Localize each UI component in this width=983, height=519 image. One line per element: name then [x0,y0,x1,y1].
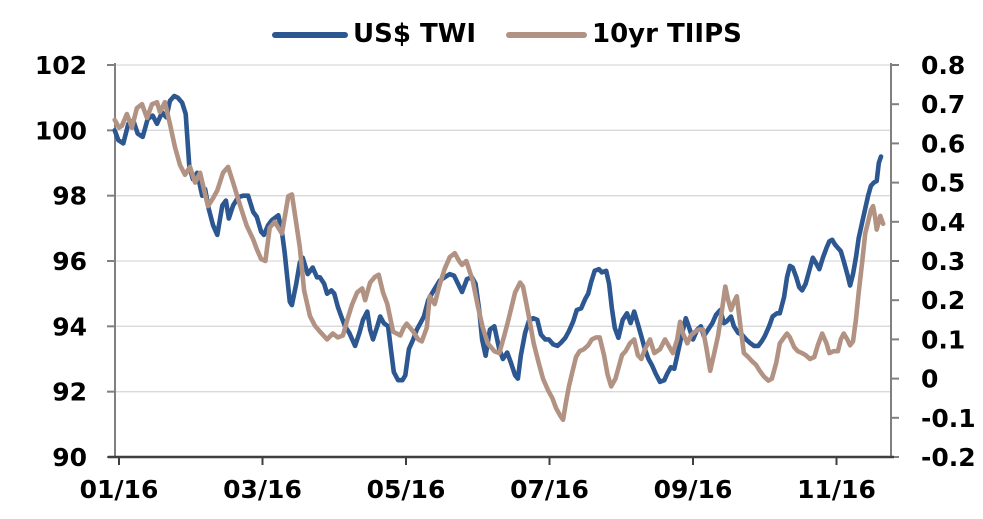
left-axis-tick-label: 92 [52,378,87,407]
x-axis-tick-label: 09/16 [654,475,733,504]
left-axis-tick-label: 90 [52,443,87,472]
right-axis-tick-label: 0.6 [921,129,965,158]
left-axis-tick-label: 100 [35,116,87,145]
left-axis-tick-label: 94 [52,312,87,341]
x-axis-tick-label: 05/16 [367,475,446,504]
right-axis-tick-label: 0.3 [921,247,965,276]
right-axis-tick-label: 0.5 [921,169,965,198]
x-axis-tick-label: 11/16 [797,475,876,504]
legend-label-us-twi: US$ TWI [353,19,477,49]
right-axis-tick-label: -0.1 [921,404,976,433]
legend-line-10yr-tiips [506,32,587,38]
left-axis-tick-label: 96 [52,247,87,276]
right-axis-tick-label: 0.7 [921,90,965,119]
series-line-us-twi [112,93,884,385]
x-axis-tick-label: 03/16 [223,475,302,504]
right-axis-tick-label: -0.2 [921,443,976,472]
right-axis-tick-label: 0.4 [921,208,965,237]
left-axis-tick-label: 98 [52,182,87,211]
right-axis-tick-label: 0.1 [921,325,965,354]
series-line-10yr-tiips [112,99,886,423]
right-axis-tick-label: 0 [921,365,938,394]
x-axis-tick-label: 01/16 [80,475,159,504]
legend-label-10yr-tiips: 10yr TIIPS [592,19,742,49]
x-axis-tick-label: 07/16 [510,475,589,504]
right-axis-tick-label: 0.2 [921,286,965,315]
left-axis-tick-label: 102 [35,51,87,80]
legend-line-us-twi [272,32,348,38]
right-axis-tick-label: 0.8 [921,51,965,80]
